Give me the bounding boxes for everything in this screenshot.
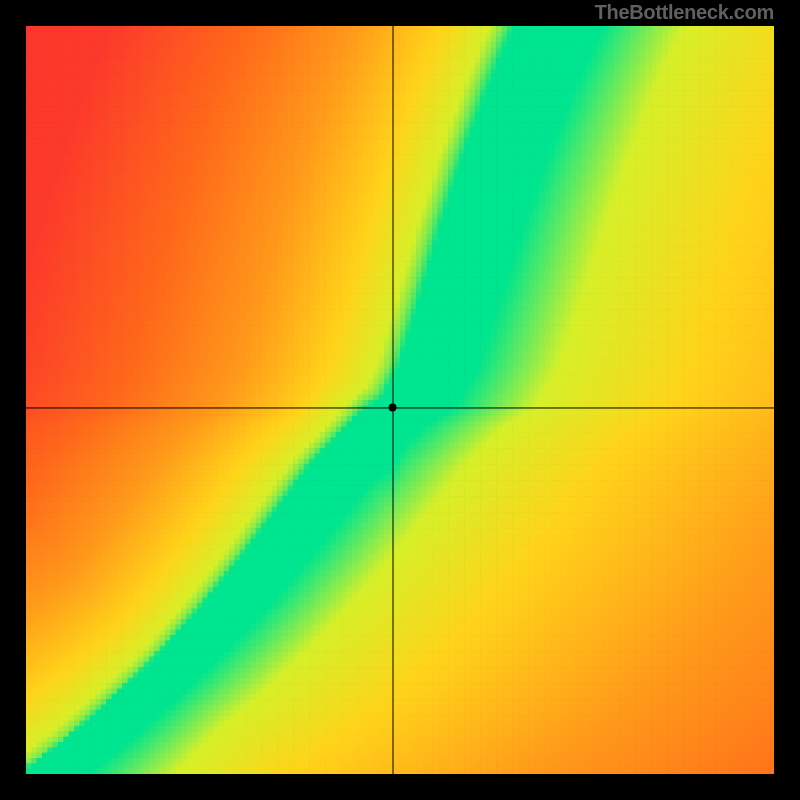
heatmap-canvas	[26, 26, 774, 774]
chart-container: TheBottleneck.com	[0, 0, 800, 800]
watermark-text: TheBottleneck.com	[595, 2, 774, 25]
plot-area	[26, 26, 774, 774]
